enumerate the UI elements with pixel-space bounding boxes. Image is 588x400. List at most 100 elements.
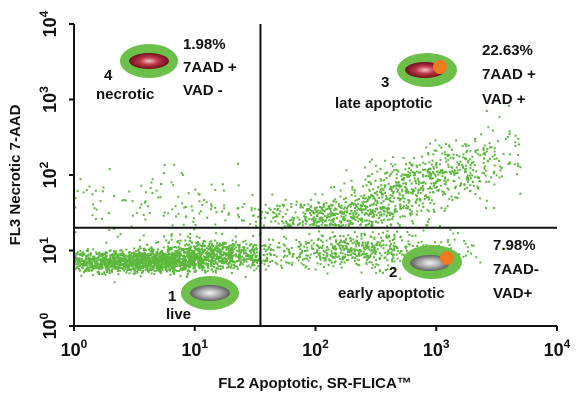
data-point xyxy=(199,258,201,261)
data-point xyxy=(128,272,131,275)
data-point xyxy=(315,224,318,227)
data-point xyxy=(337,204,340,207)
data-point xyxy=(168,269,171,272)
data-point xyxy=(116,259,119,262)
data-point xyxy=(417,183,420,186)
data-point xyxy=(366,242,369,245)
data-point xyxy=(230,246,233,249)
data-point xyxy=(313,207,316,210)
data-point xyxy=(131,257,134,260)
data-point xyxy=(401,188,404,191)
data-point xyxy=(402,200,405,203)
data-point xyxy=(104,255,107,258)
data-point xyxy=(353,248,356,251)
data-point xyxy=(205,201,208,204)
data-point xyxy=(219,265,222,268)
data-point xyxy=(128,251,130,254)
data-point xyxy=(360,237,363,240)
data-point xyxy=(255,246,258,249)
data-point xyxy=(301,220,304,223)
data-point xyxy=(83,271,85,274)
data-point xyxy=(306,257,308,260)
data-point xyxy=(343,261,346,264)
data-point xyxy=(331,223,334,226)
data-point xyxy=(376,202,379,205)
data-point xyxy=(456,169,459,172)
data-point xyxy=(213,259,216,262)
data-point xyxy=(351,186,354,189)
data-point xyxy=(234,235,237,238)
data-point xyxy=(441,190,444,193)
data-point xyxy=(170,248,173,251)
data-point xyxy=(333,252,336,255)
data-point xyxy=(174,260,177,263)
data-point xyxy=(373,202,376,205)
data-point xyxy=(186,248,189,251)
data-point xyxy=(219,268,222,270)
data-point xyxy=(339,251,342,254)
data-point xyxy=(304,250,306,252)
data-point xyxy=(381,207,384,210)
data-point xyxy=(89,254,92,257)
data-point xyxy=(364,233,366,236)
data-point xyxy=(316,220,319,223)
data-point xyxy=(128,255,131,258)
data-point xyxy=(149,268,151,271)
data-point xyxy=(361,243,364,246)
data-point xyxy=(164,260,167,263)
data-point xyxy=(433,241,436,244)
data-point xyxy=(363,194,366,197)
data-point xyxy=(492,172,495,175)
data-point xyxy=(459,160,462,163)
data-point xyxy=(397,196,400,199)
data-point xyxy=(166,249,169,252)
data-point xyxy=(361,201,364,204)
data-point xyxy=(452,232,455,235)
data-point xyxy=(104,259,107,262)
data-point xyxy=(508,104,511,107)
data-point xyxy=(200,264,203,267)
data-point xyxy=(127,266,130,268)
data-point xyxy=(245,242,248,245)
data-point xyxy=(151,268,154,271)
data-point xyxy=(215,257,218,260)
data-point xyxy=(281,220,284,223)
data-point xyxy=(458,155,461,158)
data-point xyxy=(357,213,360,216)
data-point xyxy=(377,233,380,236)
data-point xyxy=(241,255,244,258)
data-point xyxy=(165,262,167,265)
data-point xyxy=(268,238,271,241)
data-point xyxy=(227,257,230,259)
data-point xyxy=(172,263,175,266)
data-point xyxy=(101,190,104,193)
data-point xyxy=(330,186,333,189)
data-point xyxy=(383,172,386,175)
data-point xyxy=(405,191,408,194)
data-point xyxy=(142,213,145,216)
data-point xyxy=(207,247,210,250)
data-point xyxy=(455,139,458,142)
data-point xyxy=(325,224,328,227)
data-point xyxy=(308,208,311,210)
data-point xyxy=(381,188,384,191)
data-point xyxy=(274,220,277,223)
data-point xyxy=(294,211,297,214)
data-point xyxy=(151,178,154,181)
data-point xyxy=(130,267,133,270)
data-point xyxy=(313,223,316,226)
data-point xyxy=(299,206,302,209)
data-point xyxy=(371,231,374,234)
data-point xyxy=(363,246,366,249)
data-point xyxy=(152,262,155,265)
data-point xyxy=(168,267,171,270)
data-point xyxy=(309,212,312,215)
data-point xyxy=(385,196,388,199)
data-point xyxy=(104,257,107,260)
data-point xyxy=(344,247,347,250)
data-point xyxy=(429,142,431,145)
data-point xyxy=(79,254,82,256)
data-point xyxy=(161,252,164,255)
data-point xyxy=(480,133,483,136)
data-point xyxy=(198,265,201,268)
